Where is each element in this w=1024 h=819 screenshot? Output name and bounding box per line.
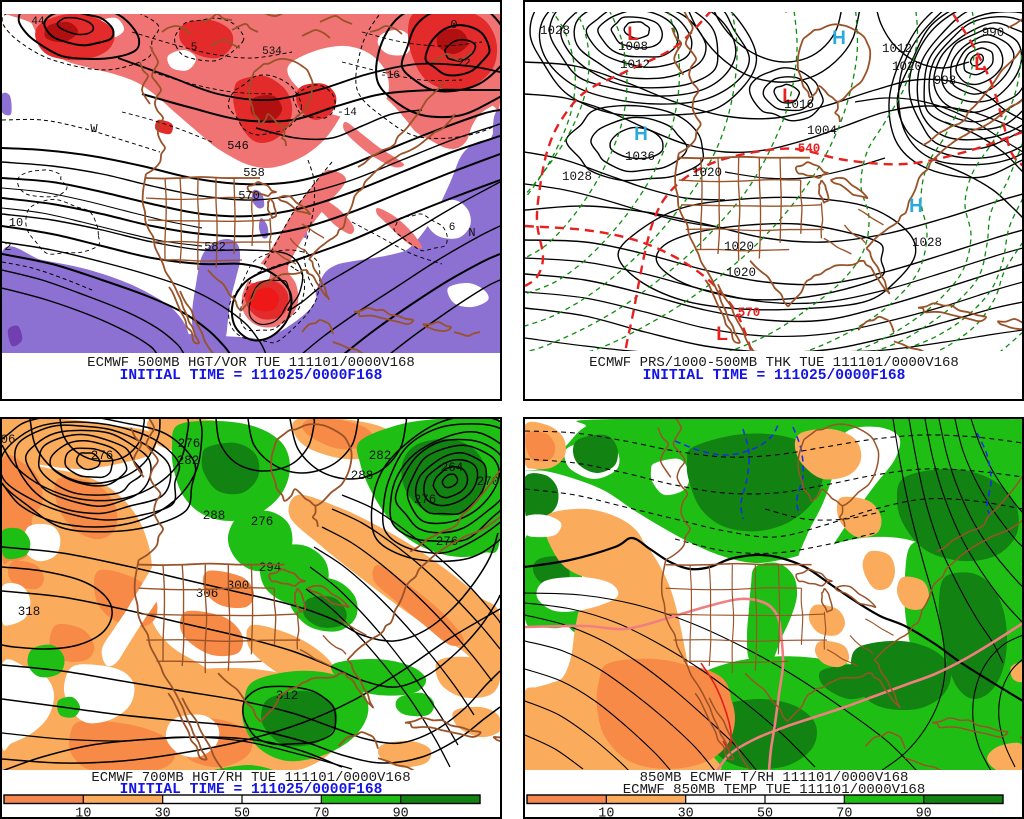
svg-text:1020: 1020 xyxy=(724,240,754,254)
svg-text:-16: -16 xyxy=(380,70,400,82)
svg-text:ECMWF 500MB HGT/VOR TUE 111101: ECMWF 500MB HGT/VOR TUE 111101/0000V168 xyxy=(87,355,415,371)
svg-text:50: 50 xyxy=(234,807,250,818)
svg-text:990: 990 xyxy=(982,26,1005,40)
svg-text:INITIAL TIME = 111025/0000F168: INITIAL TIME = 111025/0000F168 xyxy=(643,368,906,384)
svg-text:ECMWF PRS/1000-500MB THK TUE 1: ECMWF PRS/1000-500MB THK TUE 111101/0000… xyxy=(589,355,959,371)
svg-text:30: 30 xyxy=(155,807,171,818)
svg-text:276: 276 xyxy=(414,493,437,507)
svg-text:288: 288 xyxy=(203,509,226,523)
svg-text:5: 5 xyxy=(191,42,198,54)
svg-text:10: 10 xyxy=(9,216,23,230)
svg-text:300: 300 xyxy=(227,579,250,593)
svg-text:L: L xyxy=(974,54,986,75)
svg-text:L: L xyxy=(782,86,794,107)
svg-text:582: 582 xyxy=(204,240,226,254)
svg-text:10: 10 xyxy=(598,807,614,818)
svg-text:534: 534 xyxy=(262,46,282,58)
svg-text:570: 570 xyxy=(238,189,260,203)
svg-text:540: 540 xyxy=(798,142,821,156)
svg-text:6: 6 xyxy=(449,222,456,234)
svg-text:INITIAL TIME = 111025/0000F168: INITIAL TIME = 111025/0000F168 xyxy=(120,782,383,798)
svg-text:90: 90 xyxy=(393,807,409,818)
svg-text:70: 70 xyxy=(313,807,329,818)
svg-text:INITIAL TIME = 111025/0000F168: INITIAL TIME = 111025/0000F168 xyxy=(120,368,383,384)
svg-text:1036: 1036 xyxy=(625,150,655,164)
svg-text:H: H xyxy=(634,124,648,145)
svg-text:06: 06 xyxy=(2,433,16,447)
svg-text:0: 0 xyxy=(450,18,457,32)
svg-text:70: 70 xyxy=(836,807,852,818)
svg-text:294: 294 xyxy=(259,561,282,575)
svg-text:2: 2 xyxy=(4,240,11,254)
svg-text:W: W xyxy=(90,122,98,136)
svg-text:22: 22 xyxy=(457,58,470,70)
svg-text:1020: 1020 xyxy=(892,60,922,74)
svg-text:1004: 1004 xyxy=(807,124,837,138)
svg-text:1020: 1020 xyxy=(726,266,756,280)
svg-text:ECMWF 850MB TEMP TUE 111101/00: ECMWF 850MB TEMP TUE 111101/0000V168 xyxy=(623,782,925,798)
svg-text:ECMWF 700MB HGT/RH TUE 111101/: ECMWF 700MB HGT/RH TUE 111101/0000V168 xyxy=(91,770,410,786)
svg-text:10: 10 xyxy=(75,807,91,818)
svg-text:1016: 1016 xyxy=(784,98,814,112)
svg-text:276: 276 xyxy=(436,535,459,549)
svg-text:276: 276 xyxy=(91,449,114,463)
svg-text:N: N xyxy=(468,226,475,240)
svg-text:558: 558 xyxy=(243,166,265,180)
svg-text:1012: 1012 xyxy=(882,42,912,56)
svg-text:-14: -14 xyxy=(337,107,357,119)
svg-text:306: 306 xyxy=(196,587,219,601)
svg-text:30: 30 xyxy=(678,807,694,818)
svg-text:90: 90 xyxy=(916,807,932,818)
svg-text:282: 282 xyxy=(369,449,392,463)
svg-text:570: 570 xyxy=(738,306,761,320)
svg-text:318: 318 xyxy=(18,605,41,619)
svg-text:312: 312 xyxy=(276,689,299,703)
svg-text:282: 282 xyxy=(177,454,200,468)
svg-text:546: 546 xyxy=(227,139,249,153)
svg-text:50: 50 xyxy=(757,807,773,818)
svg-text:288: 288 xyxy=(351,469,374,483)
svg-text:1028: 1028 xyxy=(912,236,942,250)
svg-text:1028: 1028 xyxy=(540,24,570,38)
svg-text:1012: 1012 xyxy=(620,58,650,72)
svg-text:264: 264 xyxy=(441,461,464,475)
svg-text:44: 44 xyxy=(31,16,45,28)
svg-text:L: L xyxy=(627,24,639,45)
svg-text:1028: 1028 xyxy=(562,170,592,184)
svg-text:998: 998 xyxy=(934,74,957,88)
svg-text:276: 276 xyxy=(178,437,201,451)
svg-text:1008: 1008 xyxy=(618,40,648,54)
svg-text:H: H xyxy=(832,28,846,49)
svg-text:L: L xyxy=(716,324,728,345)
svg-text:1020: 1020 xyxy=(692,166,722,180)
svg-text:H: H xyxy=(909,196,923,217)
svg-text:276: 276 xyxy=(251,515,274,529)
svg-text:850MB ECMWF T/RH 111101/0000V1: 850MB ECMWF T/RH 111101/0000V168 xyxy=(640,770,909,786)
